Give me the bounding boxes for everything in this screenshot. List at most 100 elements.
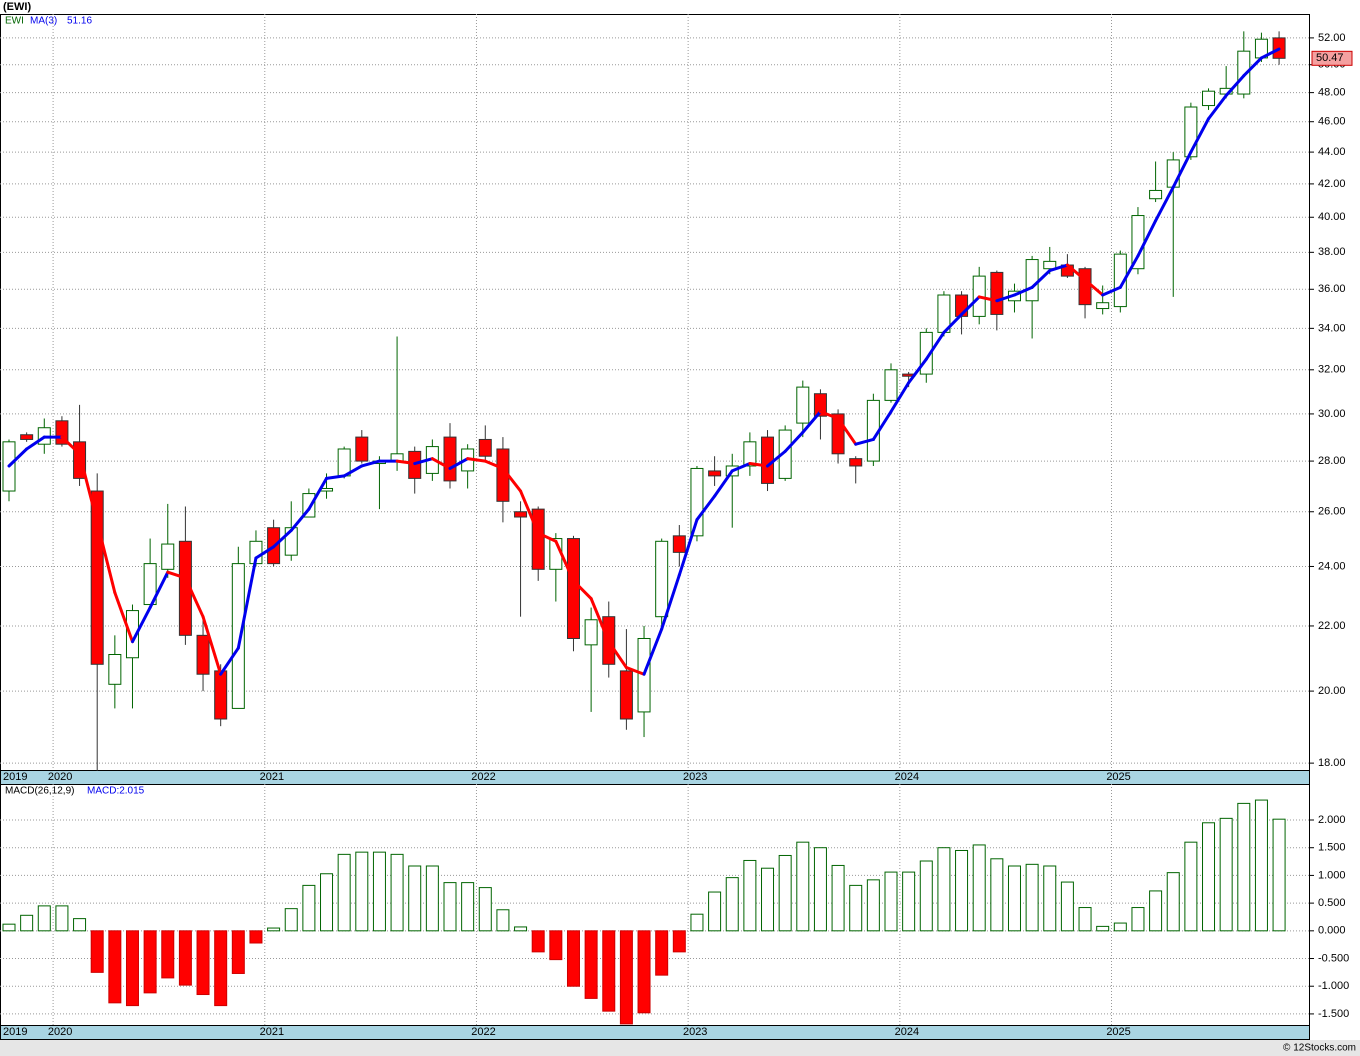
ma-line: [1030, 269, 1052, 289]
ma-line: [7, 447, 29, 468]
ma-line: [836, 416, 858, 446]
ma-line: [1012, 285, 1034, 297]
y-tick-label: 18.00: [1318, 757, 1346, 769]
macd-bar: [972, 844, 986, 932]
candle-body: [514, 511, 528, 518]
macd-bar: [461, 882, 475, 932]
ma-line: [466, 457, 487, 463]
ma-line: [1136, 219, 1158, 258]
candle-body: [1113, 253, 1127, 308]
macd-bar: [708, 891, 722, 932]
ma-line: [1118, 254, 1140, 289]
macd-bar: [866, 879, 880, 932]
macd-bar: [1237, 802, 1251, 932]
ma-line: [1259, 47, 1281, 60]
ma-line: [254, 545, 276, 560]
candle-body: [355, 436, 369, 462]
macd-bar: [919, 860, 933, 932]
y-tick-label: 34.00: [1318, 322, 1346, 334]
macd-bar: [1184, 841, 1198, 932]
macd-bar: [637, 930, 651, 1014]
ma-line: [1189, 117, 1211, 154]
ma-line: [25, 435, 46, 451]
macd-bar: [1078, 907, 1092, 932]
ma-line: [1207, 93, 1228, 121]
macd-bar: [478, 887, 492, 932]
x-tick-label: 2024: [895, 1026, 919, 1038]
ma-line: [289, 507, 311, 532]
macd-bar: [514, 926, 528, 932]
ma-line: [748, 462, 770, 468]
ma-line: [148, 570, 170, 610]
ma-line: [95, 520, 117, 595]
ma-line: [1242, 56, 1263, 78]
ma-line: [1171, 150, 1193, 189]
macd-bar: [408, 865, 422, 932]
footer-bar: [0, 1040, 1360, 1056]
macd-bar: [619, 930, 633, 1025]
ma-line: [448, 457, 470, 470]
candle-body: [566, 538, 580, 639]
y-tick-label: 48.00: [1318, 87, 1346, 99]
macd-bar: [2, 923, 16, 932]
candle-body: [743, 441, 757, 467]
ma-line: [783, 430, 805, 453]
macd-bar: [778, 854, 792, 932]
candle-body: [1096, 302, 1110, 310]
candle-body: [231, 563, 245, 709]
legend-name: MACD(26,12,9): [5, 786, 74, 797]
macd-bar: [1096, 925, 1110, 932]
macd-bar: [955, 849, 969, 932]
x-tick-label: 2022: [471, 1026, 495, 1038]
macd-bar: [143, 930, 157, 994]
macd-bar: [161, 930, 175, 979]
ma-line: [660, 573, 681, 631]
ma-line: [113, 591, 134, 644]
ma-line: [924, 330, 946, 361]
y-tick-label: -0.500: [1318, 952, 1349, 964]
candle-body: [990, 271, 1004, 315]
candle-body: [108, 654, 122, 685]
macd-bar: [90, 930, 104, 973]
ma-line: [272, 528, 293, 549]
macd-bar: [231, 930, 245, 974]
legend-name: MA(3): [30, 16, 57, 27]
macd-bar: [902, 871, 916, 932]
macd-bar: [1113, 922, 1127, 932]
ma-line: [342, 464, 364, 478]
y-tick-label: -1.000: [1318, 980, 1349, 992]
macd-bar: [725, 877, 739, 932]
ma-line: [624, 666, 646, 676]
ma-line: [60, 435, 82, 456]
ma-line: [1224, 74, 1246, 97]
macd-bar: [884, 871, 898, 932]
macd-bar: [425, 865, 439, 932]
frame: [0, 14, 1310, 1040]
ma-line: [695, 494, 717, 522]
macd-bar: [1025, 863, 1039, 932]
ma-line: [942, 312, 964, 334]
macd-bar: [355, 851, 369, 932]
macd-bar: [178, 930, 192, 986]
ma-line: [889, 381, 911, 414]
macd-bar: [443, 882, 457, 932]
candle-body: [672, 535, 686, 553]
macd-bar: [584, 930, 598, 999]
macd-bar: [761, 867, 775, 932]
macd-bar: [690, 913, 704, 932]
ma-line: [960, 295, 981, 316]
macd-bar: [496, 909, 510, 932]
y-tick-label: 22.00: [1318, 620, 1346, 632]
candle-body: [619, 670, 633, 720]
ma-line: [78, 452, 99, 524]
ma-line: [430, 457, 452, 470]
ma-line: [607, 640, 628, 670]
y-tick-label: 40.00: [1318, 211, 1346, 223]
candle-body: [849, 458, 863, 467]
candle-body: [761, 436, 775, 484]
candle-body: [1237, 50, 1251, 95]
ma-line: [1101, 285, 1122, 297]
ma-line: [183, 576, 205, 619]
ma-line: [325, 474, 346, 480]
ma-line: [571, 579, 593, 601]
